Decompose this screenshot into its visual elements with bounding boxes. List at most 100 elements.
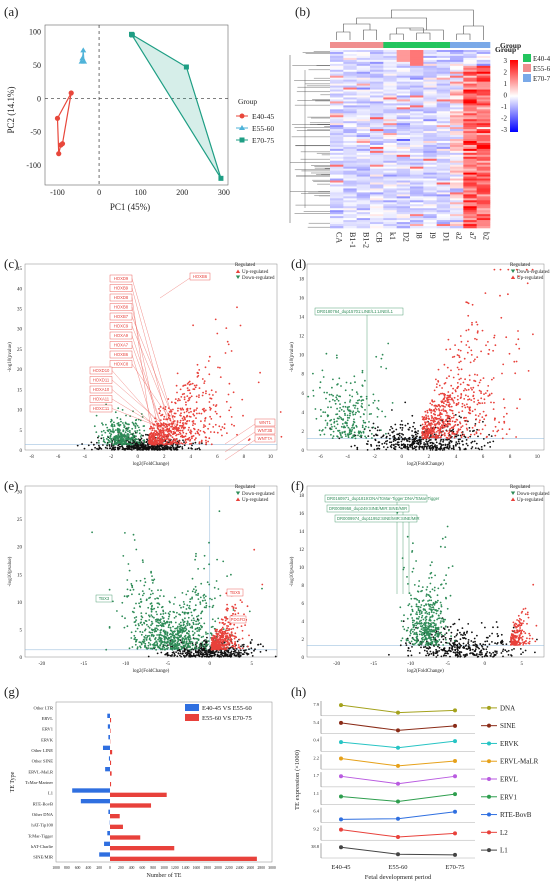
heatmap-cell — [397, 184, 411, 186]
heatmap-cell — [357, 206, 371, 208]
heatmap-cell — [383, 125, 397, 127]
legend-label: E70-75 — [252, 136, 274, 145]
data-point — [326, 424, 328, 426]
data-point — [113, 444, 115, 446]
data-point — [194, 655, 196, 657]
heatmap-cell — [437, 70, 451, 72]
data-point — [453, 377, 455, 379]
data-point — [474, 425, 476, 427]
data-point — [209, 656, 211, 658]
data-point — [172, 652, 174, 654]
data-point — [503, 416, 505, 418]
data-point — [467, 437, 469, 439]
data-point — [246, 652, 248, 654]
heatmap-cell — [450, 56, 464, 58]
data-point — [393, 430, 395, 432]
y-axis-label: PC2 (14.1%) — [6, 86, 16, 133]
heatmap-cell — [330, 131, 344, 133]
data-point — [466, 424, 468, 426]
data-point — [474, 440, 476, 442]
heatmap-cell — [410, 129, 424, 131]
data-point — [164, 648, 166, 650]
data-point — [108, 444, 110, 446]
y-tick-label: 0 — [302, 449, 305, 454]
data-point — [259, 372, 261, 374]
data-point — [372, 402, 374, 404]
heatmap-cell — [357, 133, 371, 135]
gene-label: HOXA7 — [114, 343, 129, 348]
data-point — [341, 431, 343, 433]
group-bar-cell — [370, 42, 384, 48]
data-point — [462, 425, 464, 427]
heatmap-cell — [477, 190, 491, 192]
heatmap-cell — [410, 210, 424, 212]
data-point — [254, 648, 256, 650]
data-point — [139, 631, 141, 633]
data-point — [441, 409, 443, 411]
data-point — [173, 653, 175, 655]
heatmap-cell — [357, 82, 371, 84]
data-point — [395, 446, 397, 448]
data-point — [151, 439, 153, 441]
heatmap-cell — [330, 74, 344, 76]
data-point — [427, 424, 429, 426]
data-point — [115, 439, 117, 441]
heatmap-cell — [437, 119, 451, 121]
data-point — [160, 419, 162, 421]
heatmap-cell — [410, 155, 424, 157]
data-point — [209, 356, 211, 358]
heatmap-cell — [357, 52, 371, 54]
heatmap-cell — [477, 125, 491, 127]
data-point — [110, 433, 112, 435]
data-point — [362, 425, 364, 427]
heatmap-cell — [410, 212, 424, 214]
data-point — [185, 435, 187, 437]
heatmap-cell — [397, 214, 411, 216]
heatmap-cell — [383, 60, 397, 62]
data-point — [369, 430, 371, 432]
data-point — [231, 424, 233, 426]
heatmap-cell — [423, 206, 437, 208]
data-point — [103, 437, 105, 439]
y-tick-label: 18 — [299, 277, 305, 282]
heatmap-cell — [450, 179, 464, 181]
data-point — [451, 441, 453, 443]
heatmap-cell — [330, 64, 344, 66]
gene-label: WNT3B — [258, 428, 273, 433]
data-point — [203, 382, 205, 384]
heatmap-cell — [423, 210, 437, 212]
data-point — [479, 419, 481, 421]
heatmap-cell — [437, 224, 451, 226]
data-point — [230, 407, 232, 409]
heatmap-cell — [343, 123, 357, 125]
heatmap-cell — [397, 190, 411, 192]
heatmap-cell — [463, 123, 477, 125]
data-point — [185, 655, 187, 657]
heatmap-cell — [423, 119, 437, 121]
heatmap-cell — [477, 66, 491, 68]
heatmap-cell — [463, 129, 477, 131]
heatmap-cell — [330, 198, 344, 200]
data-point — [162, 611, 164, 613]
heatmap-cell — [437, 123, 451, 125]
data-point — [198, 413, 200, 415]
heatmap-cell — [463, 94, 477, 96]
data-point — [467, 445, 469, 447]
heatmap-cell — [410, 208, 424, 210]
data-point — [168, 654, 170, 656]
data-point — [347, 419, 349, 421]
x-tick-label: 0 — [136, 455, 139, 460]
data-point — [371, 437, 373, 439]
heatmap-cell — [330, 54, 344, 56]
heatmap-cell — [397, 218, 411, 220]
data-point — [182, 650, 184, 652]
data-point — [165, 436, 167, 438]
data-point — [160, 589, 162, 591]
heatmap-cell — [477, 78, 491, 80]
data-point — [185, 401, 187, 403]
data-point — [105, 447, 107, 449]
data-point — [130, 637, 132, 639]
data-point — [103, 430, 105, 432]
data-point — [129, 430, 131, 432]
